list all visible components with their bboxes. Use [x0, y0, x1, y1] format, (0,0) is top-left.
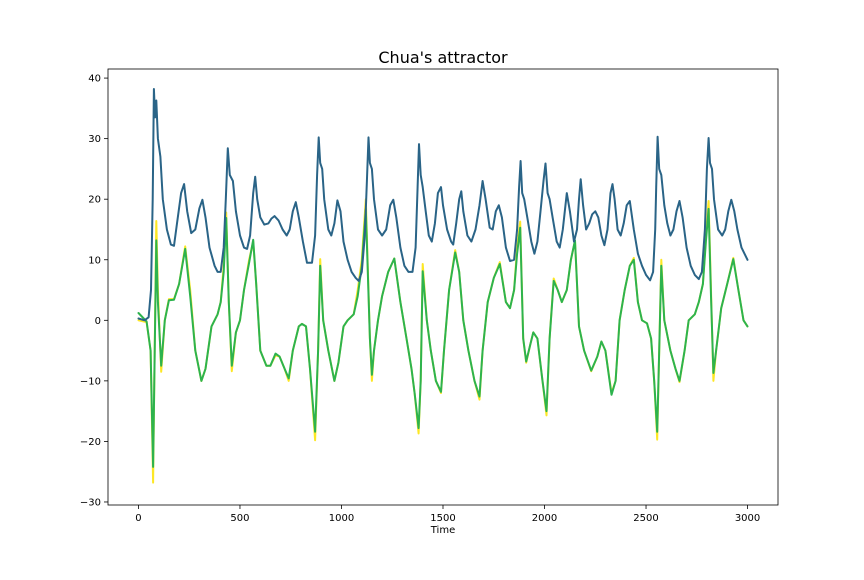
- x-tick-label: 3000: [735, 513, 760, 524]
- x-tick-label: 1000: [329, 513, 354, 524]
- chart-title: Chua's attractor: [378, 48, 508, 67]
- series-layer: [137, 88, 749, 484]
- x-tick-label: 2500: [633, 513, 658, 524]
- y-tick-label: −30: [80, 497, 101, 508]
- series-line-3: [137, 88, 749, 322]
- y-tick-label: 30: [88, 134, 101, 145]
- y-tick-label: −20: [80, 437, 101, 448]
- series-line-2: [137, 207, 749, 468]
- x-tick-label: 1500: [430, 513, 455, 524]
- y-axis: −30 −20 −10 0 10 20 30 40: [80, 74, 108, 508]
- x-axis-label: Time: [430, 525, 455, 536]
- y-tick-label: 10: [88, 255, 101, 266]
- y-tick-label: 20: [88, 195, 101, 206]
- x-tick-label: 0: [135, 513, 141, 524]
- x-tick-label: 2000: [532, 513, 557, 524]
- y-tick-label: −10: [80, 376, 101, 387]
- x-axis: 0 500 1000 1500 2000 2500 3000: [135, 505, 760, 524]
- x-tick-label: 500: [230, 513, 249, 524]
- y-tick-label: 0: [95, 316, 101, 327]
- y-tick-label: 40: [88, 74, 101, 85]
